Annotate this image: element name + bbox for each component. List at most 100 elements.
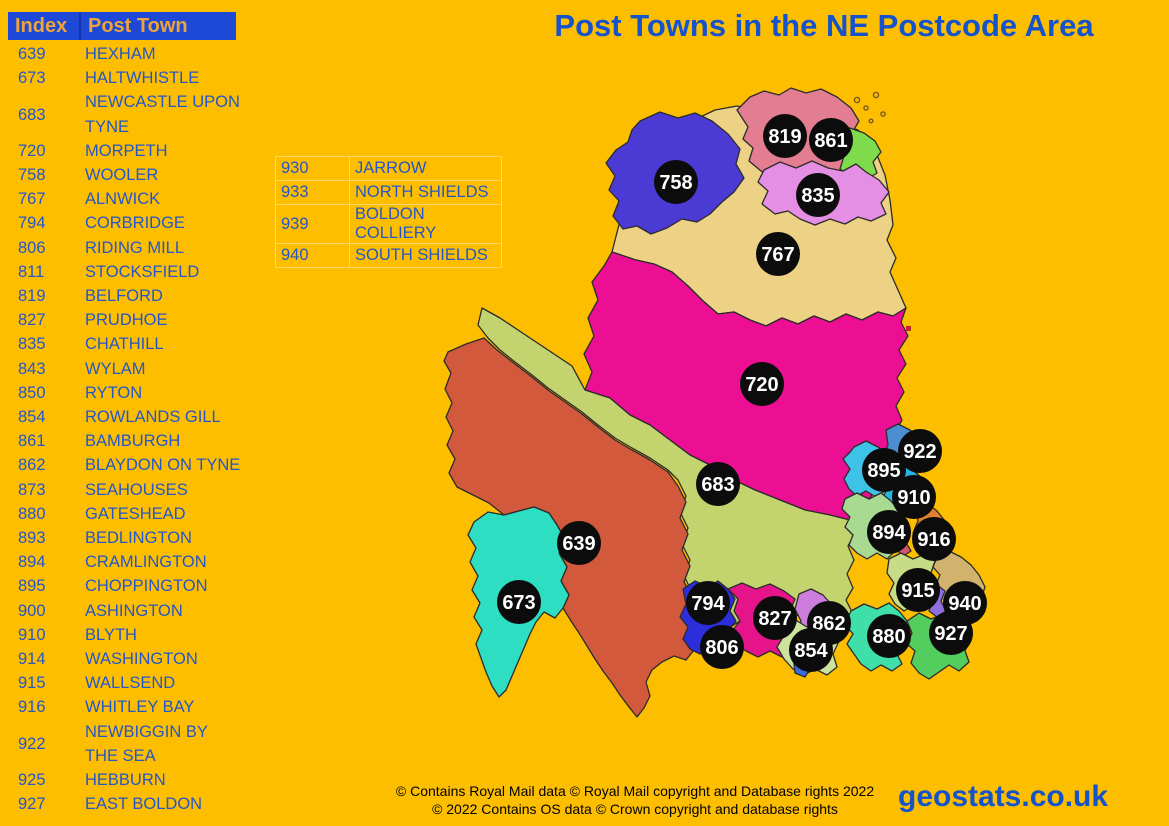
index-value: 854 — [18, 408, 46, 427]
post-town-name: EAST BOLDON — [85, 795, 203, 814]
table-row: 862 BLAYDON ON TYNE — [8, 453, 250, 477]
index-value: 843 — [18, 359, 46, 378]
island-2 — [872, 91, 880, 99]
index-value: 910 — [18, 625, 46, 644]
secondary-index-table: 930 JARROW 933 NORTH SHIELDS 939 BOLDON … — [275, 156, 502, 268]
post-town-name: WHITLEY BAY — [85, 698, 195, 717]
table-row: 873 SEAHOUSES — [8, 478, 250, 502]
table-row: 922 NEWBIGGIN BY THE SEA — [8, 720, 250, 768]
post-town-name: NEWCASTLE UPON TYNE — [85, 93, 240, 136]
index-value: 673 — [18, 69, 46, 88]
marker-880 — [867, 614, 911, 658]
post-town-name: WASHINGTON — [85, 650, 198, 669]
post-town-name: ROWLANDS GILL — [85, 408, 221, 427]
index-value: 939 — [275, 204, 350, 244]
index-value: 940 — [275, 243, 350, 268]
index-value: 933 — [275, 180, 350, 205]
marker-label-927: 927 — [934, 623, 967, 645]
post-town-name: HEXHAM — [85, 45, 156, 63]
marker-label-895: 895 — [867, 460, 900, 482]
marker-683 — [696, 462, 740, 506]
index-value: 806 — [18, 238, 46, 257]
post-town-name: HEBBURN — [85, 771, 166, 790]
post-town-name: BOLDON COLLIERY — [349, 204, 502, 244]
marker-label-910: 910 — [897, 487, 930, 509]
index-value: 835 — [18, 335, 46, 354]
post-town-name: MORPETH — [85, 141, 168, 160]
post-town-name: WALLSEND — [85, 674, 176, 693]
marker-label-720: 720 — [745, 374, 778, 396]
post-town-name: CRAMLINGTON — [85, 553, 207, 572]
copyright-line-2: © 2022 Contains OS data © Crown copyrigh… — [432, 800, 838, 817]
post-town-name: JARROW — [349, 156, 502, 181]
marker-label-880: 880 — [872, 626, 905, 648]
table-row: 900 ASHINGTON — [8, 599, 250, 623]
index-value: 850 — [18, 383, 46, 402]
copyright-line-1: © Contains Royal Mail data © Royal Mail … — [395, 783, 875, 799]
marker-827 — [753, 596, 797, 640]
table-row: 927 EAST BOLDON — [8, 792, 250, 816]
post-town-name: ASHINGTON — [85, 601, 183, 620]
index-value: 767 — [18, 190, 46, 209]
post-town-name: CORBRIDGE — [85, 214, 185, 233]
index-value: 895 — [18, 577, 46, 596]
marker-639 — [557, 521, 601, 565]
island-1 — [863, 105, 869, 111]
post-town-name: PRUDHOE — [85, 311, 168, 330]
post-town-name: CHOPPINGTON — [85, 577, 208, 596]
table-row: 894 CRAMLINGTON — [8, 550, 250, 574]
marker-895 — [862, 448, 906, 492]
index-value: 861 — [18, 432, 46, 451]
index-value: 930 — [275, 156, 350, 181]
table-row: 910 BLYTH — [8, 623, 250, 647]
index-value: 827 — [18, 311, 46, 330]
island-3 — [880, 111, 886, 117]
index-value: 758 — [18, 166, 46, 185]
index-value: 916 — [18, 698, 46, 717]
post-town-name: BEDLINGTON — [85, 529, 192, 548]
post-town-name: WOOLER — [85, 166, 159, 185]
marker-835 — [796, 173, 840, 217]
marker-label-940: 940 — [948, 593, 981, 615]
marker-819 — [763, 114, 807, 158]
post-town-name: GATESHEAD — [85, 504, 186, 523]
geostats-brand-link[interactable]: geostats.co.uk — [898, 780, 1109, 813]
marker-label-794: 794 — [691, 593, 725, 615]
index-value: 873 — [18, 480, 46, 499]
post-town-name: NORTH SHIELDS — [349, 180, 502, 205]
post-town-name: HALTWHISTLE — [85, 69, 200, 88]
marker-label-894: 894 — [872, 522, 906, 544]
copyright-notice: © Contains Royal Mail data © Royal Mail … — [300, 783, 970, 818]
index-value: 915 — [18, 674, 46, 693]
post-town-name: SEAHOUSES — [85, 480, 188, 499]
table-row: 639 HEXHAM — [8, 42, 250, 66]
marker-label-683: 683 — [701, 474, 734, 496]
table-row: 939 BOLDON COLLIERY — [275, 204, 502, 244]
post-town-name: BAMBURGH — [85, 432, 181, 451]
post-town-name: RYTON — [85, 383, 143, 402]
table-row: 819 BELFORD — [8, 284, 250, 308]
table-row: 850 RYTON — [8, 381, 250, 405]
table-row: 895 CHOPPINGTON — [8, 574, 250, 598]
table-row: 794 CORBRIDGE — [8, 211, 250, 235]
marker-806 — [700, 625, 744, 669]
marker-894 — [867, 510, 911, 554]
marker-label-854: 854 — [794, 640, 828, 662]
post-town-name: SOUTH SHIELDS — [349, 243, 502, 268]
index-value: 683 — [18, 105, 46, 124]
marker-label-673: 673 — [502, 592, 535, 614]
marker-767 — [756, 232, 800, 276]
table-row: 767 ALNWICK — [8, 187, 250, 211]
marker-label-806: 806 — [705, 637, 738, 659]
index-value: 819 — [18, 287, 46, 306]
marker-label-639: 639 — [562, 533, 595, 555]
post-town-name: RIDING MILL — [85, 238, 185, 257]
post-town-name: BELFORD — [85, 287, 163, 306]
post-town-name: CHATHILL — [85, 335, 164, 354]
index-value: 922 — [18, 734, 46, 753]
post-town-header-cell: Post Town — [88, 15, 188, 37]
marker-922 — [898, 429, 942, 473]
table-row: 827 PRUDHOE — [8, 308, 250, 332]
index-value: 794 — [18, 214, 46, 233]
